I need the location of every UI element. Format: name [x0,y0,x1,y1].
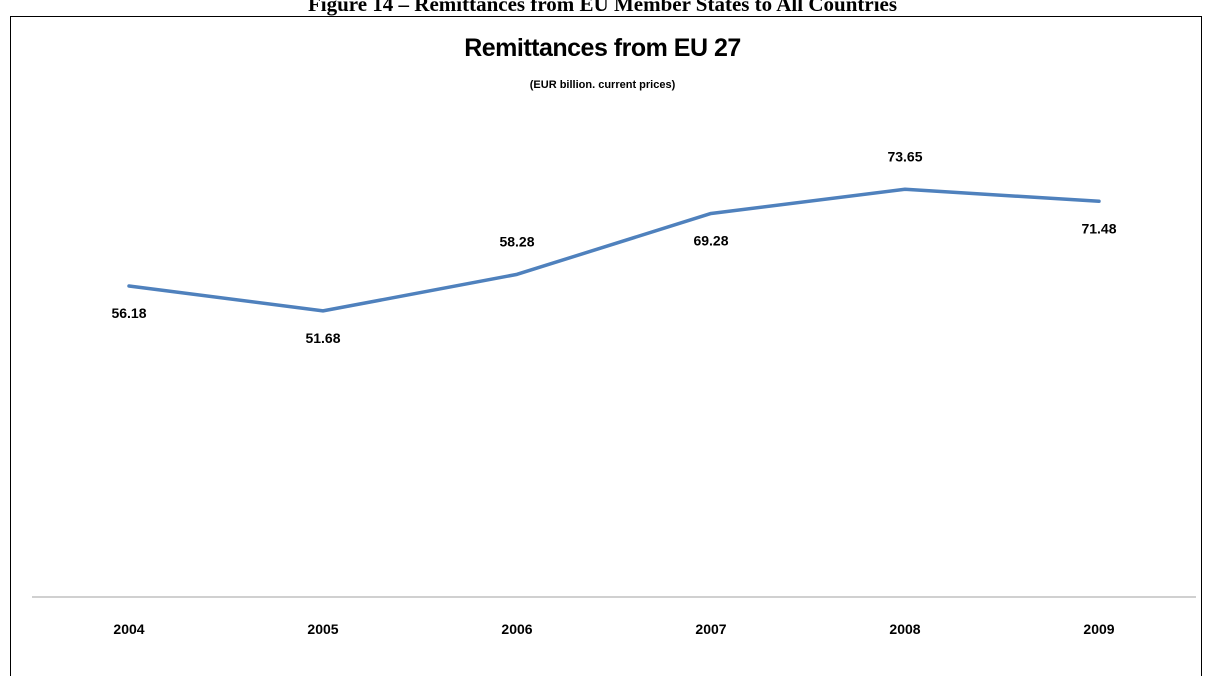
chart-title: Remittances from EU 27 [464,34,741,62]
x-tick-label: 2009 [1083,621,1114,637]
chart-subtitle: (EUR billion. current prices) [529,79,676,91]
chart-frame [10,16,1202,676]
series-line [127,187,1101,313]
data-label: 56.18 [111,305,146,321]
x-tick-label: 2005 [307,621,338,637]
data-label: 69.28 [693,232,728,248]
data-label: 51.68 [305,330,340,346]
x-tick-label: 2006 [501,621,532,637]
line-chart: 2004 2005 2006 2007 2008 2009 56.18 51.68 58.28 6… [32,148,1196,637]
x-tick-label: 2004 [113,621,144,637]
x-tick-label: 2007 [695,621,726,637]
chart-marks: 2004 2005 2006 2007 2008 2009 56.18 51.68 58.28 6… [111,148,1116,637]
data-label: 71.48 [1081,220,1116,236]
figure-caption: Figure 14 – Remittances from EU Member S… [307,0,898,16]
data-label: 58.28 [499,233,534,249]
data-label: 73.65 [887,148,922,164]
x-tick-label: 2008 [889,621,920,637]
